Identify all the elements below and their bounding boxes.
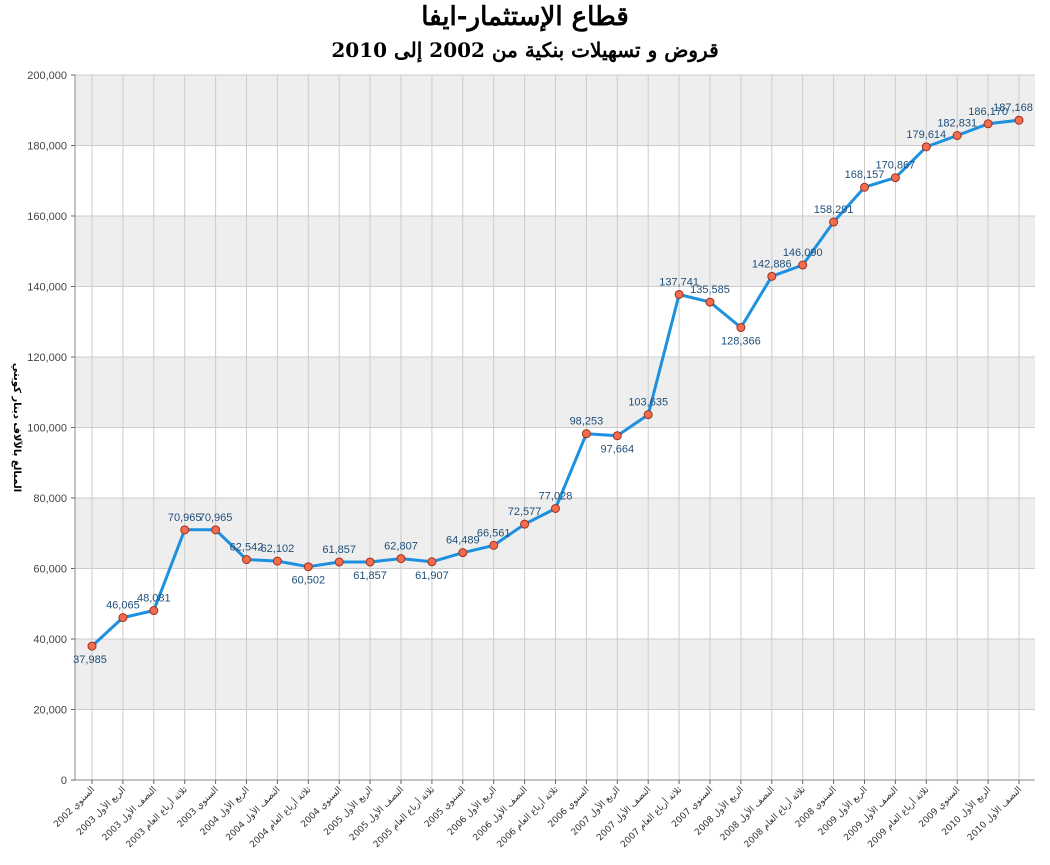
data-label: 64,489 [446,535,480,547]
data-label: 61,857 [322,544,356,556]
data-label: 72,577 [508,506,542,518]
y-tick-label: 80,000 [33,493,67,505]
y-tick-label: 20,000 [33,705,67,717]
data-point [829,217,839,227]
x-tick-label: النصف الأول 2008 [717,784,777,844]
series-markers [87,115,1024,651]
data-label: 135,585 [690,284,730,296]
data-point [767,271,777,281]
data-label: 70,965 [168,512,202,524]
data-label: 128,366 [721,336,761,348]
data-label: 146,090 [783,247,823,259]
y-tick-label: 200,000 [27,70,67,82]
data-point [798,260,808,270]
y-tick-label: 180,000 [27,141,67,153]
data-label: 179,614 [906,129,946,141]
data-point [334,557,344,567]
data-point [87,641,97,651]
data-label: 142,886 [752,258,792,270]
data-label: 62,102 [261,543,295,555]
data-label: 97,664 [600,444,634,456]
data-label: 62,807 [384,541,418,553]
data-label: 98,253 [570,416,604,428]
data-label: 168,157 [845,169,885,181]
y-tick-label: 0 [61,775,67,787]
x-tick-label: النصف الأول 2009 [841,784,901,844]
data-label: 137,741 [659,276,699,288]
data-point [674,289,684,299]
y-tick-label: 140,000 [27,282,67,294]
data-point [489,540,499,550]
y-tick-label: 160,000 [27,211,67,223]
x-tick-label: النصف الأول 2003 [99,784,159,844]
data-label: 77,028 [539,490,573,502]
data-label: 48,081 [137,593,171,605]
y-tick-label: 100,000 [27,423,67,435]
data-point [458,548,468,558]
data-label: 70,965 [199,512,233,524]
y-tick-label: 60,000 [33,564,67,576]
data-point [272,556,282,566]
data-point [952,131,962,141]
data-point [983,119,993,129]
data-label: 66,561 [477,527,511,539]
x-tick-label: النصف الأول 2004 [223,784,283,844]
data-label: 170,867 [876,160,916,172]
data-point [890,173,900,183]
data-point [643,410,653,420]
chart-title: قطاع الإستثمار-ايفا [421,2,629,32]
x-tick-label: النصف الأول 2010 [965,784,1025,844]
data-point [118,613,128,623]
data-point [551,503,560,513]
data-point [860,182,869,192]
y-tick-label: 40,000 [33,634,67,646]
data-label: 62,542 [230,542,264,554]
data-point [211,525,221,535]
data-label: 103,635 [628,397,668,409]
data-label: 61,907 [415,570,449,582]
y-axis: 0 20,000 40,000 60,000 80,000 100,000 120,000 1… [27,70,76,787]
data-label: 186,170 [968,106,1008,118]
data-point [705,297,715,307]
data-label: 37,985 [73,654,107,666]
data-point [180,525,190,535]
data-point [520,519,530,529]
data-label: 61,857 [353,570,387,582]
data-label: 60,502 [291,575,325,587]
data-point [303,562,313,572]
data-point [921,142,931,152]
x-tick-label: النصف الأول 2006 [470,784,530,844]
x-tick-label: النصف الأول 2007 [594,784,654,844]
data-label: 46,065 [106,600,140,612]
data-label: 187,168 [993,102,1033,114]
plot-background [75,74,1035,781]
x-tick-label: النصف الأول 2005 [347,784,407,844]
data-label: 158,291 [814,204,854,216]
data-point [736,323,746,333]
data-point [612,431,622,441]
y-axis-title: المبالغ بالآلاف دينار كويتي [11,363,23,492]
data-point [1014,115,1024,125]
data-label: 182,831 [937,118,977,130]
chart-subtitle: قروض و تسهيلات بنكية من 2002 إلى 2010 [331,38,719,62]
data-point [581,429,591,439]
data-point [396,554,406,564]
data-point [427,557,437,567]
data-point [365,557,375,567]
data-point [242,555,251,565]
data-point [149,606,159,616]
y-tick-label: 120,000 [27,352,67,364]
